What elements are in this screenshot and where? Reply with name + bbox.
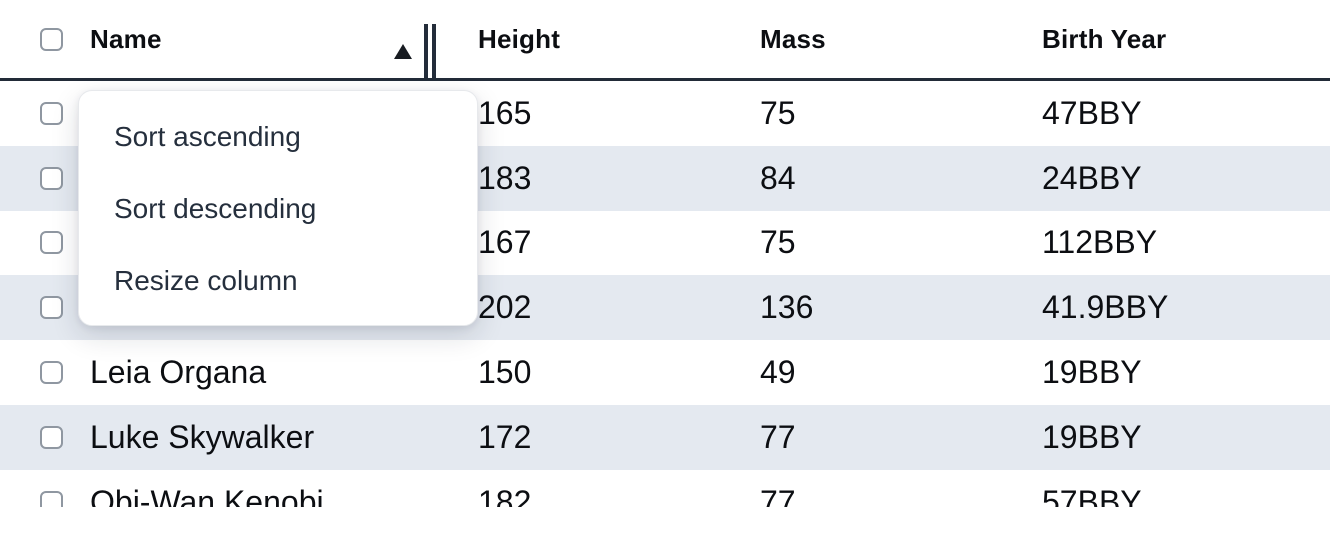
select-all-checkbox[interactable]	[40, 27, 63, 51]
cell-mass: 75	[760, 224, 796, 261]
column-header-name[interactable]: Name	[90, 23, 162, 54]
cell-name: Leia Organa	[90, 354, 267, 391]
sort-ascending-icon[interactable]	[394, 44, 412, 59]
cell-height: 172	[478, 418, 532, 455]
table-viewport: Name Height Mass Birth Year 165 75 47BBY…	[0, 0, 1330, 507]
cell-height: 202	[478, 289, 532, 326]
row-checkbox[interactable]	[40, 296, 63, 320]
row-checkbox[interactable]	[40, 101, 63, 125]
cell-mass: 136	[760, 289, 814, 326]
column-resize-handle[interactable]	[424, 24, 436, 78]
cell-height: 167	[478, 224, 532, 261]
table-row[interactable]: Obi-Wan Kenobi 182 77 57BBY	[0, 469, 1330, 507]
row-checkbox[interactable]	[40, 425, 63, 449]
column-header-birth-year[interactable]: Birth Year	[1042, 23, 1167, 54]
menu-item-sort-ascending[interactable]: Sort ascending	[114, 121, 301, 152]
cell-height: 150	[478, 354, 532, 391]
row-checkbox[interactable]	[40, 166, 63, 190]
cell-mass: 84	[760, 159, 796, 196]
header-checkbox-cell	[0, 27, 90, 51]
column-menu: Sort ascending Sort descending Resize co…	[78, 90, 478, 326]
cell-mass: 77	[760, 483, 796, 507]
row-checkbox[interactable]	[40, 361, 63, 385]
cell-mass: 75	[760, 94, 796, 131]
cell-birth-year: 19BBY	[1042, 354, 1142, 391]
cell-mass: 77	[760, 418, 796, 455]
cell-height: 165	[478, 94, 532, 131]
resize-bar-icon	[424, 24, 428, 78]
menu-item-resize-column[interactable]: Resize column	[114, 265, 298, 296]
menu-item-sort-descending[interactable]: Sort descending	[114, 193, 317, 224]
cell-birth-year: 19BBY	[1042, 418, 1142, 455]
column-header-mass[interactable]: Mass	[760, 23, 826, 54]
table-row[interactable]: Leia Organa 150 49 19BBY	[0, 340, 1330, 405]
cell-height: 183	[478, 159, 532, 196]
cell-name: Obi-Wan Kenobi	[90, 483, 324, 507]
cell-mass: 49	[760, 354, 796, 391]
table-header: Name Height Mass Birth Year	[0, 0, 1330, 81]
cell-birth-year: 24BBY	[1042, 159, 1142, 196]
cell-name: Luke Skywalker	[90, 418, 315, 455]
cell-height: 182	[478, 483, 532, 507]
cell-birth-year: 57BBY	[1042, 483, 1142, 507]
cell-birth-year: 112BBY	[1042, 224, 1158, 261]
row-checkbox[interactable]	[40, 231, 63, 255]
row-checkbox[interactable]	[40, 490, 63, 507]
cell-birth-year: 41.9BBY	[1042, 289, 1169, 326]
table-row[interactable]: Luke Skywalker 172 77 19BBY	[0, 404, 1330, 470]
cell-birth-year: 47BBY	[1042, 94, 1142, 131]
resize-bar-icon	[432, 24, 436, 78]
column-header-height[interactable]: Height	[478, 23, 561, 54]
